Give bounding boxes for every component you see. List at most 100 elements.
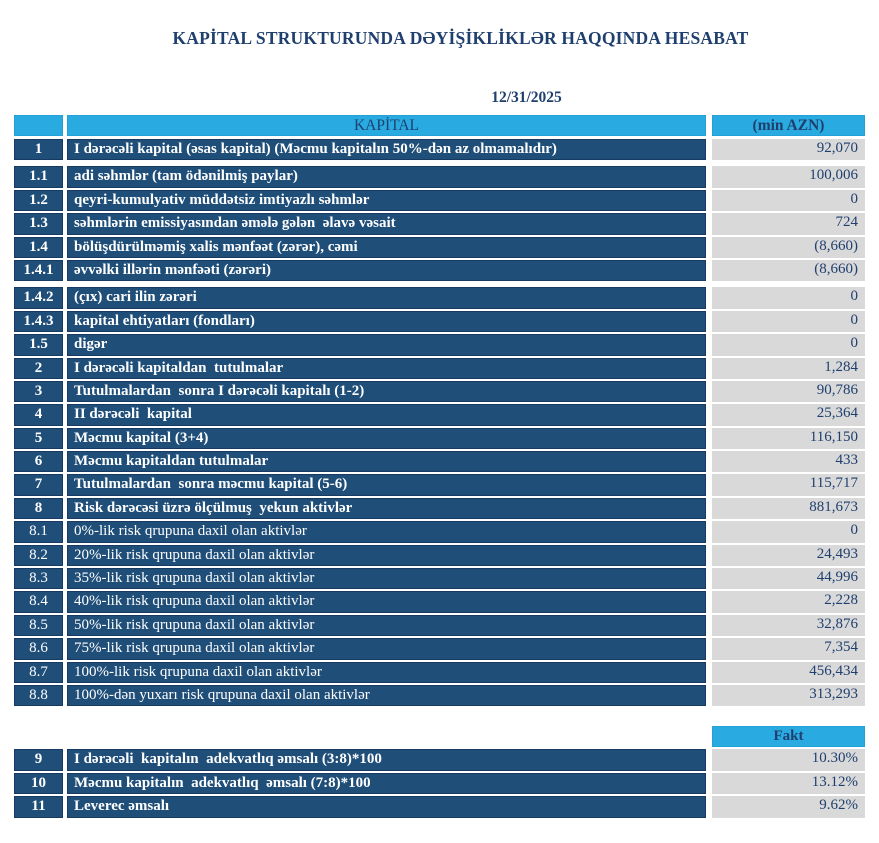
table-row: 3 Tutulmalardan sonra I dərəcəli kapitalı… <box>14 380 865 403</box>
row-label-cell: Məcmu kapitalın adekvatlıq əmsalı (7:8)*… <box>67 772 706 795</box>
row-number-cell: 1.4.2 <box>14 287 63 309</box>
row-number-cell: 10 <box>14 772 63 795</box>
header-number-cell <box>14 115 63 136</box>
row-label-cell: 40%-lik risk qrupuna daxil olan aktivlər <box>67 591 706 613</box>
row-label-cell: II dərəcəli kapital <box>67 404 706 426</box>
table-row: 1.4.3 kapital ehtiyatları (fondları) 0 <box>14 310 865 333</box>
row-label-cell: Tutulmalardan sonra I dərəcəli kapitalı … <box>67 380 706 403</box>
row-value-cell: (8,660) <box>712 236 865 258</box>
row-value-cell: 2,228 <box>712 591 865 613</box>
row-label-cell: Tutulmalardan sonra məcmu kapital (5-6) <box>67 474 706 496</box>
ratio-header-spacer <box>14 726 63 747</box>
row-number-cell: 6 <box>14 451 63 473</box>
row-label-cell: I dərəcəli kapitalın adekvatlıq əmsalı (… <box>67 749 706 771</box>
row-value-cell: 10.30% <box>712 749 865 771</box>
row-number-cell: 8.6 <box>14 638 63 660</box>
row-label-cell: Məcmu kapitaldan tutulmalar <box>67 451 706 473</box>
header-label-cell: KAPİTAL <box>67 115 706 136</box>
row-value-cell: 881,673 <box>712 497 865 520</box>
row-number-cell: 8.7 <box>14 661 63 683</box>
row-number-cell: 8.2 <box>14 544 63 567</box>
ratio-header-row: Fakt <box>14 726 865 748</box>
table-row: 8.8 100%-dən yuxarı risk qrupuna daxil ol… <box>14 684 865 707</box>
row-value-cell: 0 <box>712 287 865 309</box>
table-header-row: KAPİTAL (min AZN) <box>14 115 865 136</box>
report-title: KAPİTAL STRUKTURUNDA DƏYİŞİKLİKLƏR HAQQI… <box>172 28 749 48</box>
row-number-cell: 7 <box>14 474 63 496</box>
row-label-cell: Məcmu kapital (3+4) <box>67 427 706 450</box>
table-row: 8.3 35%-lik risk qrupuna daxil olan aktiv… <box>14 568 865 590</box>
table-row: 8.7 100%-lik risk qrupuna daxil olan akti… <box>14 661 865 683</box>
row-value-cell: 13.12% <box>712 772 865 795</box>
row-number-cell: 8 <box>14 497 63 520</box>
header-unit-cell: (min AZN) <box>712 115 865 136</box>
row-label-cell: 100%-dən yuxarı risk qrupuna daxil olan … <box>67 684 706 707</box>
report-date: 12/31/2025 <box>491 89 562 106</box>
row-value-cell: 724 <box>712 213 865 235</box>
row-number-cell: 1.5 <box>14 334 63 356</box>
row-label-cell: 75%-lik risk qrupuna daxil olan aktivlər <box>67 638 706 660</box>
row-value-cell: 25,364 <box>712 404 865 426</box>
row-number-cell: 8.4 <box>14 591 63 613</box>
row-label-cell: əvvəlki illərin mənfəəti (zərəri) <box>67 259 706 282</box>
table-row: 1.4.2 (çıx) cari ilin zərəri 0 <box>14 287 865 309</box>
row-number-cell: 8.5 <box>14 614 63 637</box>
row-label-cell: I dərəcəli kapital (əsas kapital) (Məcmu… <box>67 139 706 161</box>
table-row: 1.4 bölüşdürülməmiş xalis mənfəət (zərər)… <box>14 236 865 258</box>
row-label-cell: adi səhmlər (tam ödənilmiş paylar) <box>67 166 706 188</box>
row-number-cell: 1 <box>14 139 63 161</box>
row-value-cell: 92,070 <box>712 139 865 161</box>
row-number-cell: 1.3 <box>14 213 63 235</box>
row-value-cell: 100,006 <box>712 166 865 188</box>
row-value-cell: 90,786 <box>712 380 865 403</box>
row-value-cell: (8,660) <box>712 259 865 282</box>
row-value-cell: 433 <box>712 451 865 473</box>
row-number-cell: 8.8 <box>14 684 63 707</box>
row-number-cell: 1.4.1 <box>14 259 63 282</box>
ratio-header-fakt-cell: Fakt <box>712 726 865 748</box>
row-value-cell: 0 <box>712 310 865 333</box>
row-number-cell: 2 <box>14 357 63 379</box>
row-label-cell: (çıx) cari ilin zərəri <box>67 287 706 309</box>
row-label-cell: Leverec əmsalı <box>67 796 706 818</box>
row-value-cell: 116,150 <box>712 427 865 450</box>
row-value-cell: 115,717 <box>712 474 865 496</box>
row-value-cell: 32,876 <box>712 614 865 637</box>
row-value-cell: 9.62% <box>712 796 865 818</box>
ratio-header-spacer <box>67 726 706 747</box>
table-row: 4 II dərəcəli kapital 25,364 <box>14 404 865 426</box>
table-row: 6 Məcmu kapitaldan tutulmalar 433 <box>14 451 865 473</box>
table-row: 1.3 səhmlərin emissiyasından əmələ gələn … <box>14 213 865 235</box>
row-label-cell: 0%-lik risk qrupuna daxil olan aktivlər <box>67 521 706 543</box>
row-label-cell: qeyri-kumulyativ müddətsiz imtiyazlı səh… <box>67 189 706 212</box>
row-number-cell: 1.4.3 <box>14 310 63 333</box>
table-row: 8.6 75%-lik risk qrupuna daxil olan aktiv… <box>14 638 865 660</box>
row-value-cell: 0 <box>712 521 865 543</box>
table-row: 8 Risk dərəcəsi üzrə ölçülmuş yekun aktiv… <box>14 497 865 520</box>
row-number-cell: 3 <box>14 380 63 403</box>
row-number-cell: 8.3 <box>14 568 63 590</box>
table-row: 1.4.1 əvvəlki illərin mənfəəti (zərəri) (8… <box>14 259 865 282</box>
row-number-cell: 4 <box>14 404 63 426</box>
row-label-cell: kapital ehtiyatları (fondları) <box>67 310 706 333</box>
row-value-cell: 0 <box>712 334 865 356</box>
row-number-cell: 8.1 <box>14 521 63 543</box>
table-row: 8.1 0%-lik risk qrupuna daxil olan aktivl… <box>14 521 865 543</box>
table-row: 11 Leverec əmsalı 9.62% <box>14 796 865 818</box>
row-value-cell: 456,434 <box>712 661 865 683</box>
row-label-cell: 100%-lik risk qrupuna daxil olan aktivlə… <box>67 661 706 683</box>
row-label-cell: Risk dərəcəsi üzrə ölçülmuş yekun aktivl… <box>67 497 706 520</box>
table-row: 5 Məcmu kapital (3+4) 116,150 <box>14 427 865 450</box>
table-row: 8.2 20%-lik risk qrupuna daxil olan aktiv… <box>14 544 865 567</box>
row-label-cell: 35%-lik risk qrupuna daxil olan aktivlər <box>67 568 706 590</box>
row-number-cell: 1.4 <box>14 236 63 258</box>
table-row: 7 Tutulmalardan sonra məcmu kapital (5-6)… <box>14 474 865 496</box>
row-value-cell: 313,293 <box>712 684 865 707</box>
row-number-cell: 1.1 <box>14 166 63 188</box>
